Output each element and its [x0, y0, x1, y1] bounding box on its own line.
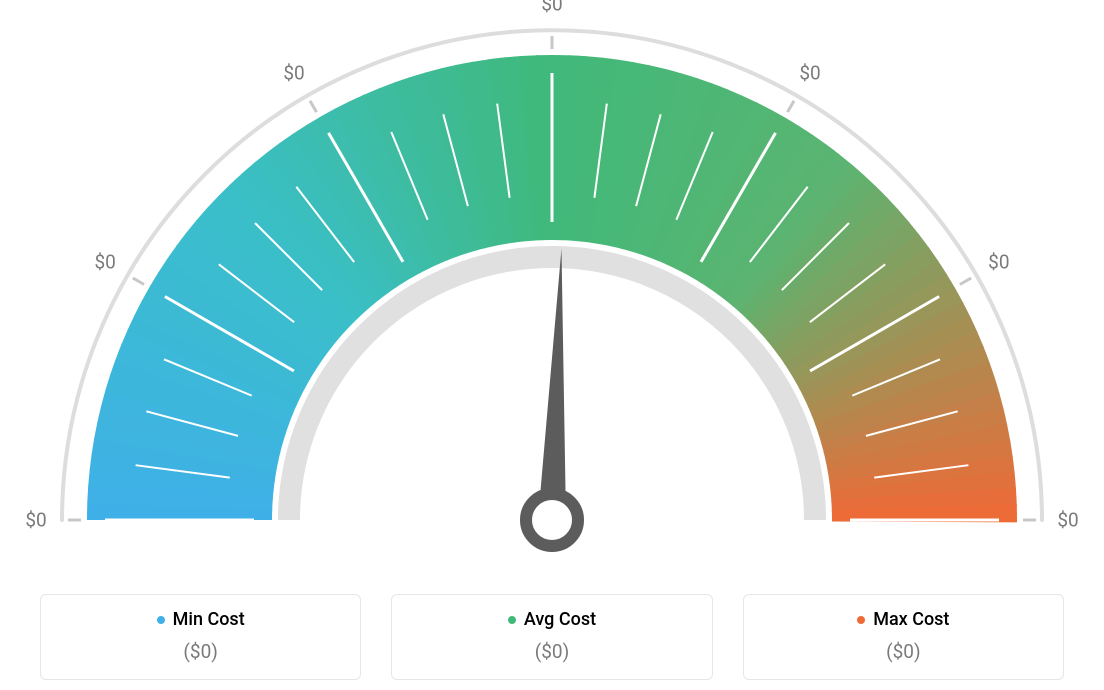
cost-gauge-widget: $0 $0 $0 $0 $0 $0 $0 Min Cost ($0) Avg Cost ($… — [0, 0, 1104, 690]
gauge-tick-label: $0 — [799, 62, 820, 85]
gauge-tick-label: $0 — [25, 509, 46, 532]
legend-dot-max — [857, 616, 865, 624]
legend-card-max: Max Cost ($0) — [743, 594, 1064, 681]
legend-value-max: ($0) — [754, 640, 1053, 663]
legend-dot-min — [157, 616, 165, 624]
legend-value-avg: ($0) — [402, 640, 701, 663]
gauge-chart: $0 $0 $0 $0 $0 $0 $0 — [0, 0, 1104, 560]
gauge-tick-label: $0 — [283, 62, 304, 85]
gauge-tick-label: $0 — [94, 251, 115, 274]
legend-dot-avg — [508, 616, 516, 624]
legend-label-max: Max Cost — [873, 609, 949, 630]
legend-label-min: Min Cost — [173, 609, 245, 630]
legend-card-min: Min Cost ($0) — [40, 594, 361, 681]
legend-row: Min Cost ($0) Avg Cost ($0) Max Cost ($0… — [40, 594, 1064, 681]
gauge-tick-label: $0 — [1057, 509, 1078, 532]
legend-label-avg: Avg Cost — [524, 609, 596, 630]
gauge-svg — [0, 0, 1104, 560]
gauge-tick-label: $0 — [541, 0, 562, 16]
legend-card-avg: Avg Cost ($0) — [391, 594, 712, 681]
gauge-tick-label: $0 — [988, 251, 1009, 274]
legend-value-min: ($0) — [51, 640, 350, 663]
